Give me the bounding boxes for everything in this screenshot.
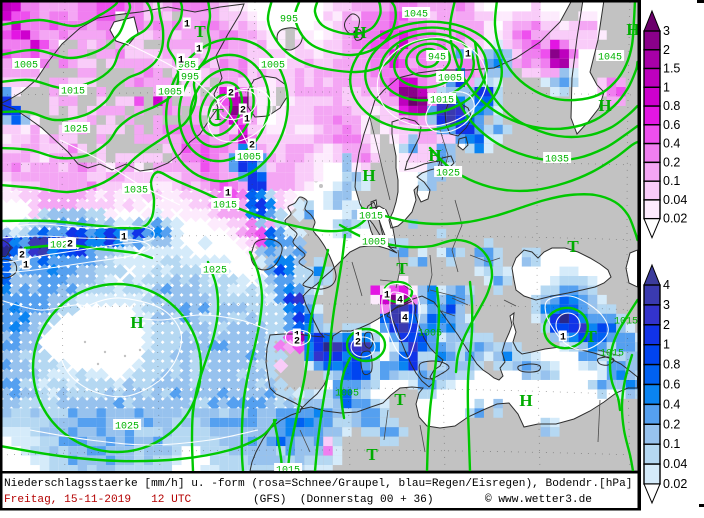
svg-text:T: T <box>585 327 597 346</box>
svg-text:0.1: 0.1 <box>663 174 680 188</box>
svg-text:1015: 1015 <box>600 349 624 360</box>
svg-text:1: 1 <box>178 56 184 67</box>
svg-text:0.4: 0.4 <box>663 137 680 151</box>
svg-text:1005: 1005 <box>362 238 386 249</box>
svg-text:2: 2 <box>249 141 255 152</box>
svg-text:2: 2 <box>67 240 73 251</box>
svg-text:1: 1 <box>663 80 670 94</box>
svg-text:(GFS) (Donnerstag 00 + 36): (GFS) (Donnerstag 00 + 36) <box>253 494 434 506</box>
svg-text:1015: 1015 <box>430 96 454 107</box>
svg-text:4: 4 <box>397 296 403 307</box>
svg-text:0.02: 0.02 <box>663 477 687 491</box>
svg-text:1015: 1015 <box>213 201 237 212</box>
svg-text:H: H <box>353 23 366 42</box>
svg-text:2: 2 <box>663 43 670 57</box>
svg-text:1: 1 <box>184 20 190 31</box>
svg-text:0.04: 0.04 <box>663 457 687 471</box>
svg-text:1035: 1035 <box>545 155 569 166</box>
svg-text:1: 1 <box>23 261 29 272</box>
svg-text:0.2: 0.2 <box>663 155 680 169</box>
svg-text:4: 4 <box>663 278 670 292</box>
svg-text:995: 995 <box>280 15 298 26</box>
svg-text:1: 1 <box>384 291 390 302</box>
svg-text:1005: 1005 <box>237 153 261 164</box>
svg-text:1025: 1025 <box>50 241 74 252</box>
svg-text:1025: 1025 <box>203 266 227 277</box>
svg-text:3: 3 <box>663 298 670 312</box>
svg-text:1: 1 <box>663 338 670 352</box>
svg-text:0.8: 0.8 <box>663 358 680 372</box>
svg-text:985: 985 <box>178 61 196 72</box>
svg-text:0.6: 0.6 <box>663 118 680 132</box>
svg-text:T: T <box>567 237 579 256</box>
svg-text:1015: 1015 <box>61 87 85 98</box>
svg-text:1005: 1005 <box>14 61 38 72</box>
svg-text:H: H <box>598 96 611 115</box>
svg-text:1005: 1005 <box>261 61 285 72</box>
svg-text:1005: 1005 <box>158 88 182 99</box>
svg-text:1: 1 <box>560 333 566 344</box>
svg-text:T: T <box>212 105 224 124</box>
svg-text:Freitag, 15-11-2019 12 UTC: Freitag, 15-11-2019 12 UTC <box>4 494 192 506</box>
svg-text:1: 1 <box>244 115 250 126</box>
svg-text:2: 2 <box>19 251 25 262</box>
svg-text:H: H <box>519 391 532 410</box>
svg-text:1: 1 <box>196 45 202 56</box>
svg-text:945: 945 <box>428 53 446 64</box>
svg-text:3: 3 <box>663 24 670 38</box>
svg-text:T: T <box>194 22 206 41</box>
svg-text:4: 4 <box>402 314 408 325</box>
svg-text:995: 995 <box>181 73 199 84</box>
svg-text:1035: 1035 <box>124 186 148 197</box>
svg-text:Niederschlagsstaerke [mm/h] u.: Niederschlagsstaerke [mm/h] u. -form (ro… <box>4 478 632 490</box>
svg-text:H: H <box>626 20 639 39</box>
svg-text:1015: 1015 <box>276 466 300 477</box>
svg-text:1.5: 1.5 <box>663 62 680 76</box>
svg-text:1: 1 <box>225 189 231 200</box>
svg-text:0.8: 0.8 <box>663 99 680 113</box>
svg-text:© www.wetter3.de: © www.wetter3.de <box>485 494 592 506</box>
svg-text:2: 2 <box>228 89 234 100</box>
svg-text:0.6: 0.6 <box>663 378 680 392</box>
svg-text:H: H <box>362 166 375 185</box>
svg-text:1005: 1005 <box>418 329 442 340</box>
svg-text:1: 1 <box>121 233 127 244</box>
svg-text:0.04: 0.04 <box>663 193 687 207</box>
svg-text:1025: 1025 <box>115 422 139 433</box>
svg-text:H: H <box>428 146 441 165</box>
svg-text:T: T <box>366 445 378 464</box>
svg-text:2: 2 <box>663 318 670 332</box>
svg-text:0.02: 0.02 <box>663 212 687 226</box>
svg-text:1025: 1025 <box>64 125 88 136</box>
svg-text:T: T <box>396 259 408 278</box>
svg-text:T: T <box>394 390 406 409</box>
svg-text:2: 2 <box>355 338 361 349</box>
svg-text:1005: 1005 <box>335 389 359 400</box>
svg-text:1005: 1005 <box>438 74 462 85</box>
svg-text:1045: 1045 <box>598 53 622 64</box>
svg-text:0.2: 0.2 <box>663 417 680 431</box>
svg-text:1045: 1045 <box>404 10 428 21</box>
svg-text:1: 1 <box>465 50 471 61</box>
svg-text:2: 2 <box>294 337 300 348</box>
svg-text:H: H <box>130 313 143 332</box>
svg-text:1015: 1015 <box>359 212 383 223</box>
svg-text:1025: 1025 <box>436 169 460 180</box>
svg-text:1015: 1015 <box>614 317 638 328</box>
svg-text:0.1: 0.1 <box>663 437 680 451</box>
svg-text:0.4: 0.4 <box>663 397 680 411</box>
svg-text:2: 2 <box>240 106 246 117</box>
